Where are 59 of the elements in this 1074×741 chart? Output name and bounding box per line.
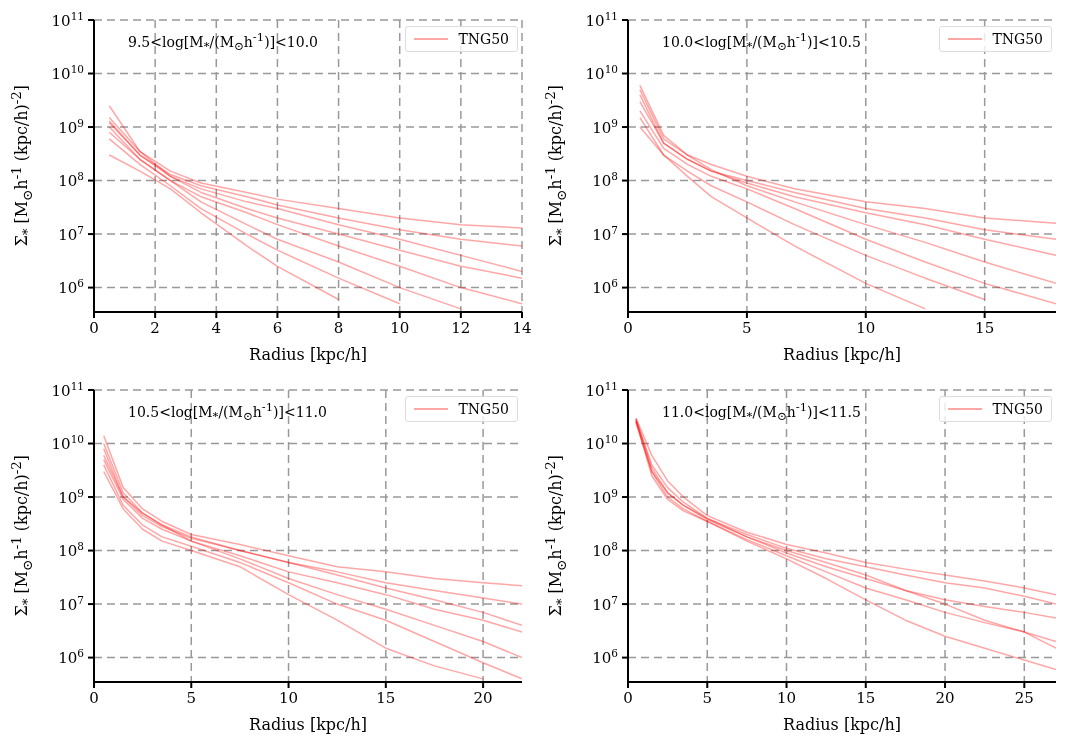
x-tick-label: 15 [856,689,876,707]
y-tick-label: 10$^{6}$ [592,277,619,298]
x-tick-label: 8 [333,319,344,337]
x-axis-title: Radius [kpc/h] [249,345,367,364]
y-tick-label: 10$^{11}$ [585,9,618,30]
x-tick-label: 10 [776,689,797,707]
x-tick-label: 0 [89,689,99,707]
y-tick-label: 10$^{7}$ [58,593,84,614]
x-tick-label: 5 [742,319,752,337]
x-tick-label: 10 [856,319,876,337]
y-tick-label: 10$^{7}$ [58,223,84,244]
x-tick-label: 2 [150,319,160,337]
y-tick-label: 10$^{11}$ [585,379,618,400]
y-tick-label: 10$^{6}$ [58,277,85,298]
y-tick-label: 10$^{9}$ [58,116,84,137]
y-tick-label: 10$^{8}$ [592,170,618,191]
x-tick-label: 15 [975,319,995,337]
y-tick-label: 10$^{9}$ [58,486,84,507]
y-tick-label: 10$^{11}$ [51,379,84,400]
y-tick-label: 10$^{10}$ [585,63,618,84]
x-axis-title: Radius [kpc/h] [783,715,901,734]
x-tick-label: 0 [89,319,99,337]
annotation: 11.0<log[M$_{*}$/(M$_{⊙}$h$^{-1}$)]<11.5 [662,400,861,424]
x-tick-label: 12 [451,319,471,337]
y-tick-label: 10$^{7}$ [592,593,618,614]
annotation: 9.5<log[M$_{*}$/(M$_{⊙}$h$^{-1}$)]<10.0 [128,30,319,54]
x-tick-label: 15 [376,689,396,707]
y-tick-label: 10$^{10}$ [51,433,84,454]
y-tick-label: 10$^{8}$ [58,540,84,561]
legend-label: TNG50 [992,401,1043,417]
x-axis-title: Radius [kpc/h] [783,345,901,364]
legend-label: TNG50 [458,401,509,417]
x-tick-label: 4 [211,319,222,337]
legend-label: TNG50 [992,31,1043,47]
x-tick-label: 20 [473,689,493,707]
y-tick-label: 10$^{6}$ [58,647,85,668]
y-tick-label: 10$^{9}$ [592,486,618,507]
x-tick-label: 5 [186,689,197,707]
y-tick-label: 10$^{10}$ [585,433,618,454]
y-tick-label: 10$^{9}$ [592,116,618,137]
x-axis-title: Radius [kpc/h] [249,715,367,734]
x-tick-label: 10 [390,319,410,337]
x-tick-label: 0 [623,689,633,707]
x-tick-label: 6 [272,319,283,337]
x-tick-label: 10 [279,689,299,707]
x-tick-label: 5 [702,689,713,707]
x-tick-label: 20 [935,689,955,707]
x-tick-label: 25 [1014,689,1034,707]
y-tick-label: 10$^{8}$ [592,540,618,561]
annotation: 10.5<log[M$_{*}$/(M$_{⊙}$h$^{-1}$)]<11.0 [128,400,327,424]
y-tick-label: 10$^{10}$ [51,63,84,84]
y-tick-label: 10$^{8}$ [58,170,84,191]
y-tick-label: 10$^{7}$ [592,223,618,244]
x-tick-label: 14 [512,319,532,337]
y-tick-label: 10$^{6}$ [592,647,619,668]
x-tick-label: 0 [623,319,633,337]
annotation: 10.0<log[M$_{*}$/(M$_{⊙}$h$^{-1}$)]<10.5 [662,30,861,54]
y-tick-label: 10$^{11}$ [51,9,84,30]
legend-label: TNG50 [458,31,509,47]
